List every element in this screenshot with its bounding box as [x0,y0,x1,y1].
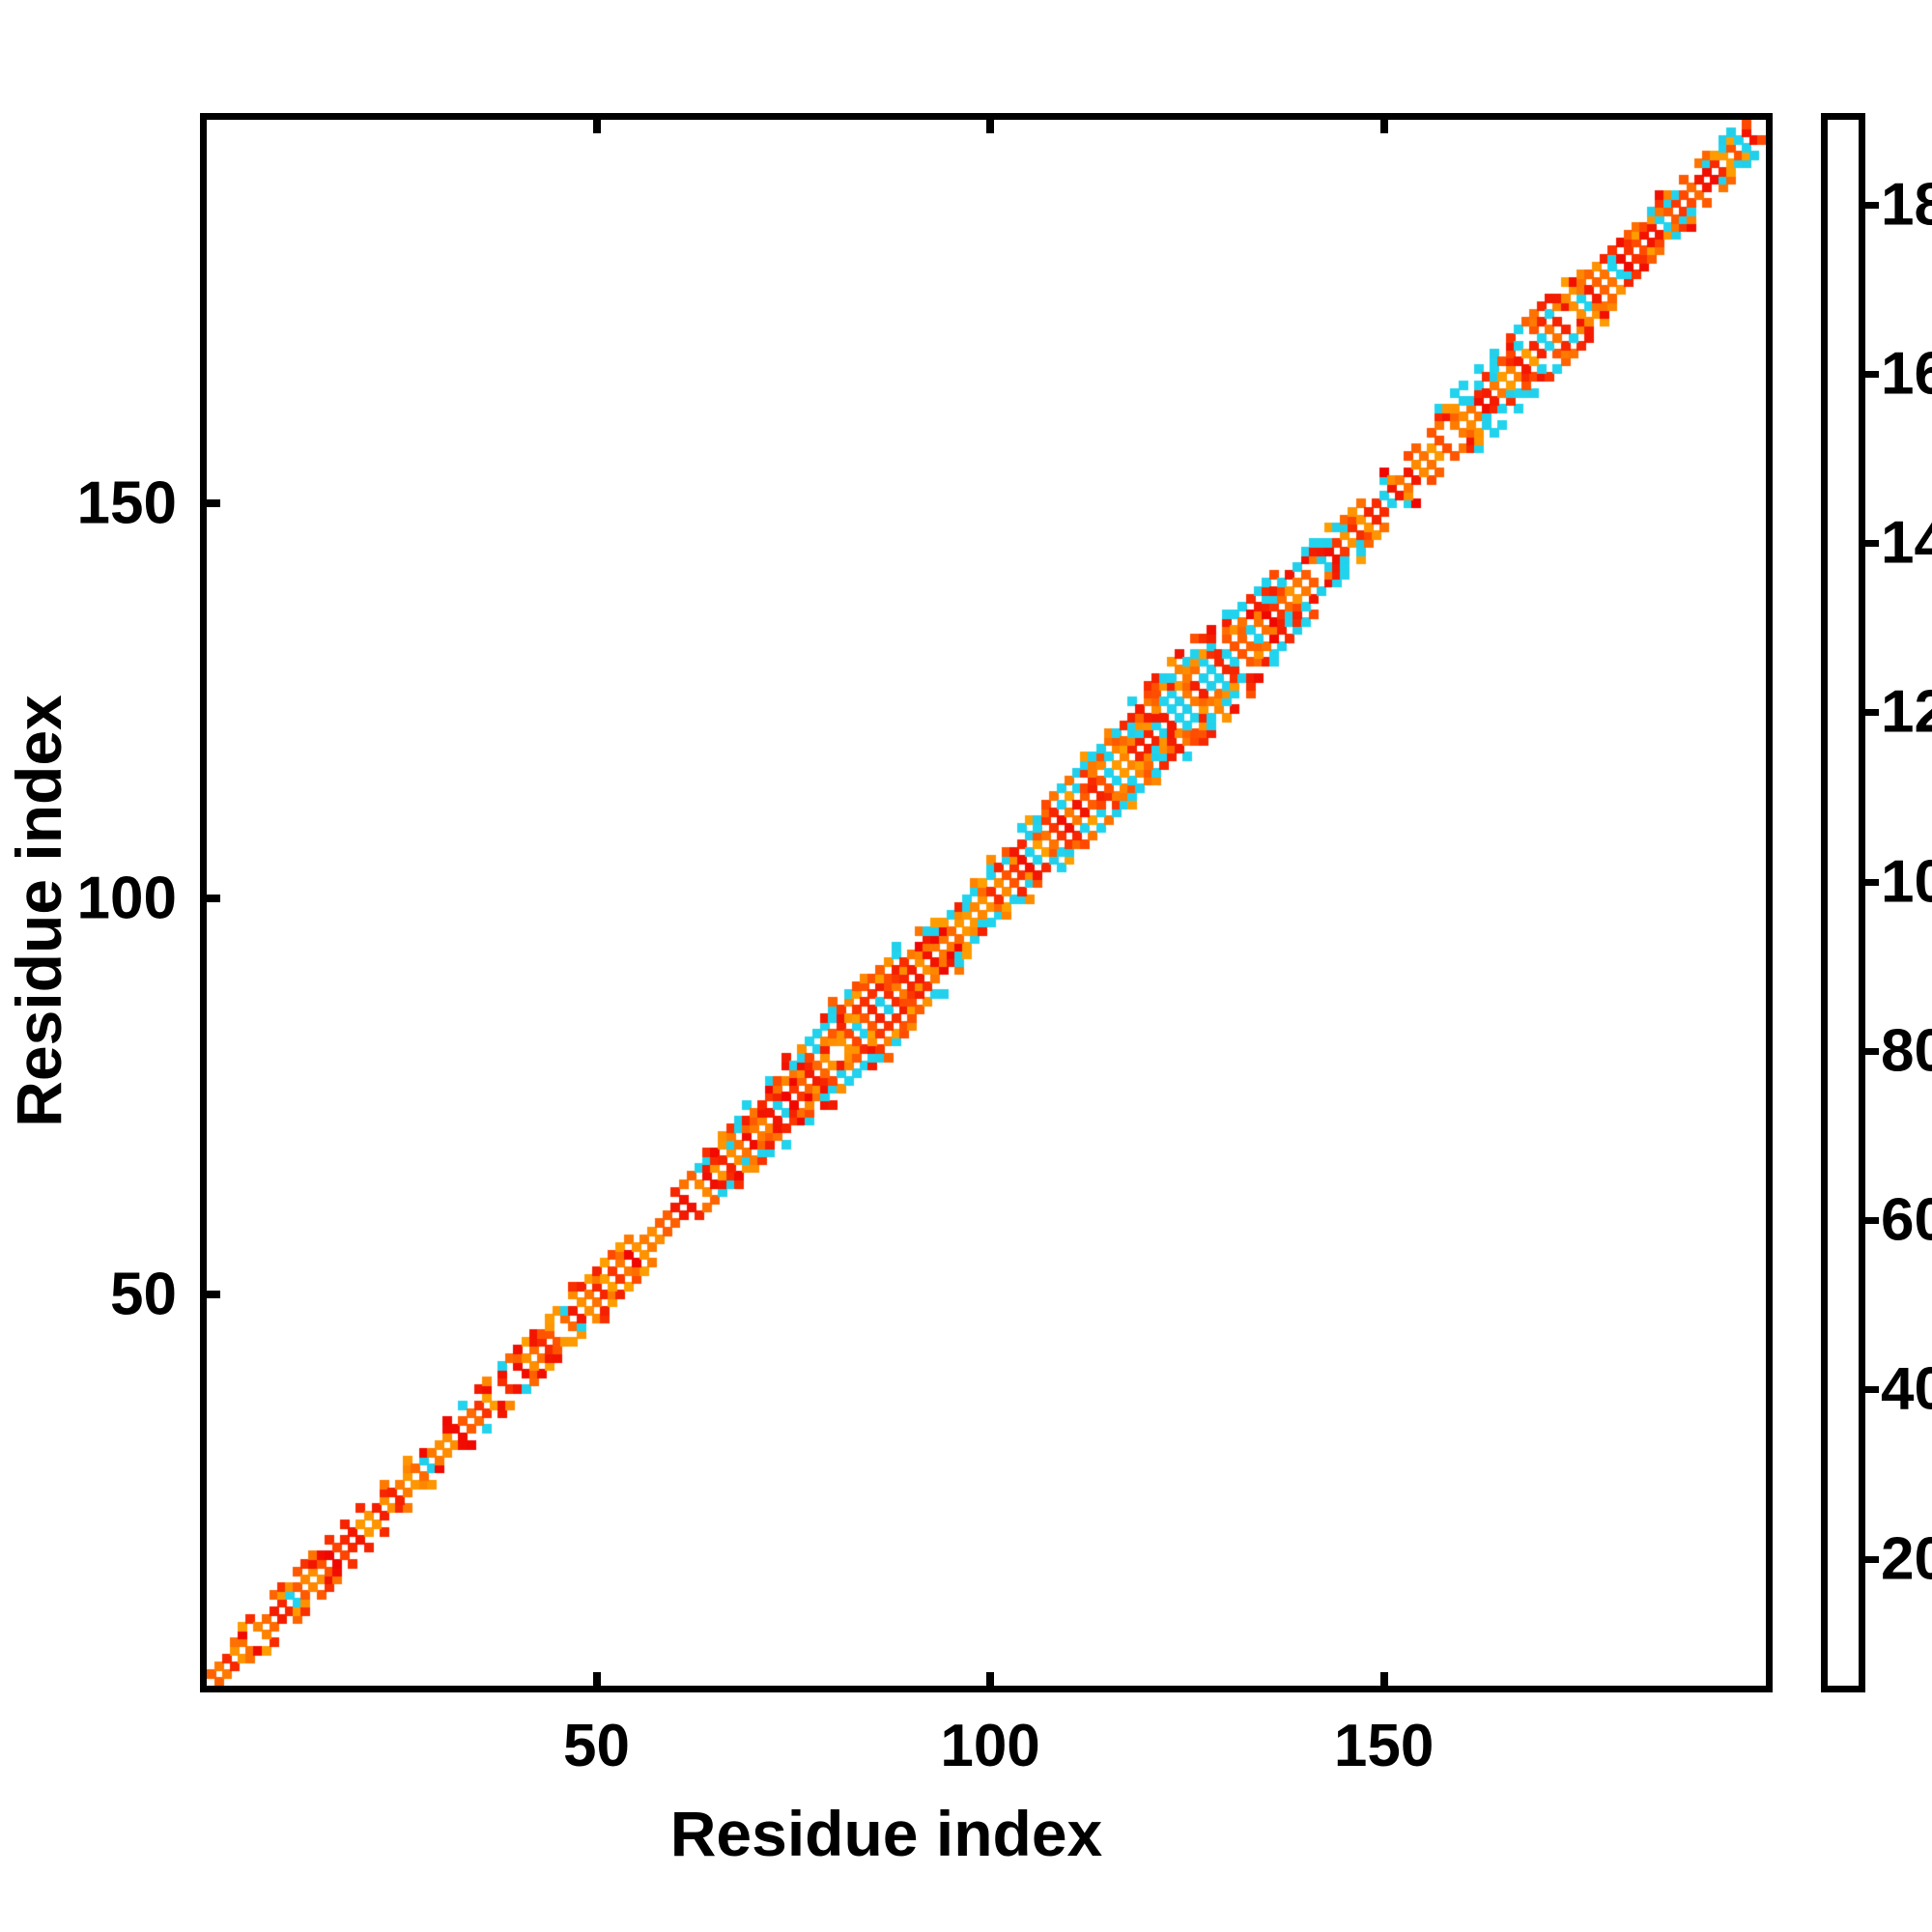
x-axis-title: Residue index [669,1798,1103,1869]
colorbar-label-160: 160 [1881,340,1932,408]
y-tick-100 [207,895,220,903]
x-tick-label-100: 100 [940,1713,1040,1779]
colorbar-tick-20 [1865,1555,1879,1563]
contact-map-plot-area [200,113,1773,1692]
colorbar-label-80: 80 [1881,1017,1932,1085]
colorbar-tick-140 [1865,540,1879,548]
colorbar-label-140: 140 [1881,509,1932,577]
colorbar-label-100: 100 [1881,848,1932,916]
colorbar-label-60: 60 [1881,1186,1932,1254]
colorbar-tick-120 [1865,709,1879,717]
x-tick-label-50: 50 [563,1713,630,1779]
colorbar-tick-60 [1865,1217,1879,1225]
x-tick-top-100 [986,120,995,133]
colorbar-tick-160 [1865,370,1879,378]
y-tick-150 [207,499,220,508]
colorbar-tick-180 [1865,201,1879,209]
y-tick-label-150: 150 [76,469,177,537]
colorbar-tick-100 [1865,878,1879,886]
y-axis-title: Residue index [3,695,74,1127]
colorbar-label-20: 20 [1881,1525,1932,1593]
colorbar-label-120: 120 [1881,678,1932,746]
colorbar-tick-80 [1865,1047,1879,1055]
colorbar-label-40: 40 [1881,1355,1932,1423]
colorbar-tick-40 [1865,1386,1879,1394]
x-tick-top-50 [592,120,601,133]
contact-map-canvas [207,120,1766,1686]
colorbar-label-180: 180 [1881,171,1932,239]
colorbar-frame [1821,113,1865,1692]
colorbar: 180 160 140 120 100 80 60 40 20 [1821,113,1932,1692]
x-tick-label-150: 150 [1333,1713,1435,1779]
y-tick-label-100: 100 [76,865,177,932]
x-tick-100 [986,1672,995,1686]
x-tick-150 [1379,1672,1388,1686]
x-tick-top-150 [1379,120,1388,133]
y-axis-tick-labels: 50 100 150 [0,0,200,1932]
y-tick-50 [207,1290,220,1298]
y-tick-label-50: 50 [110,1261,177,1328]
x-tick-50 [592,1672,601,1686]
